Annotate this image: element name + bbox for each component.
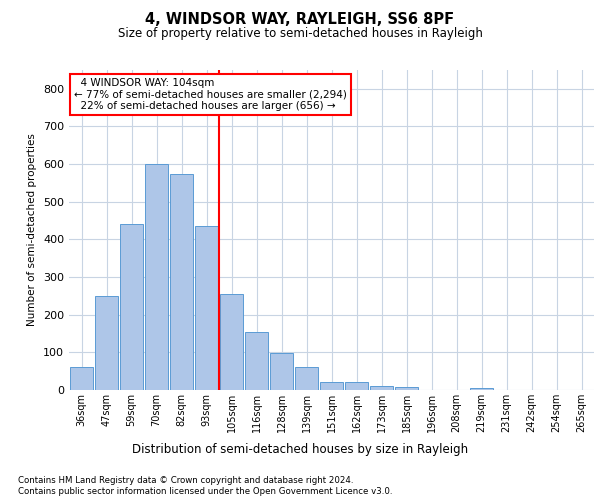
Bar bbox=[345, 382, 368, 390]
Text: 4 WINDSOR WAY: 104sqm
← 77% of semi-detached houses are smaller (2,294)
  22% of: 4 WINDSOR WAY: 104sqm ← 77% of semi-deta… bbox=[74, 78, 347, 111]
Bar bbox=[220, 294, 243, 390]
Text: Distribution of semi-detached houses by size in Rayleigh: Distribution of semi-detached houses by … bbox=[132, 442, 468, 456]
Text: 4, WINDSOR WAY, RAYLEIGH, SS6 8PF: 4, WINDSOR WAY, RAYLEIGH, SS6 8PF bbox=[145, 12, 455, 28]
Text: Size of property relative to semi-detached houses in Rayleigh: Size of property relative to semi-detach… bbox=[118, 28, 482, 40]
Bar bbox=[70, 368, 93, 390]
Bar bbox=[170, 174, 193, 390]
Bar bbox=[120, 224, 143, 390]
Bar bbox=[470, 388, 493, 390]
Y-axis label: Number of semi-detached properties: Number of semi-detached properties bbox=[28, 134, 37, 326]
Bar bbox=[320, 382, 343, 390]
Text: Contains HM Land Registry data © Crown copyright and database right 2024.: Contains HM Land Registry data © Crown c… bbox=[18, 476, 353, 485]
Bar bbox=[370, 386, 393, 390]
Bar bbox=[145, 164, 168, 390]
Bar bbox=[295, 368, 318, 390]
Text: Contains public sector information licensed under the Open Government Licence v3: Contains public sector information licen… bbox=[18, 488, 392, 496]
Bar bbox=[95, 296, 118, 390]
Bar bbox=[270, 354, 293, 390]
Bar bbox=[395, 387, 418, 390]
Bar bbox=[195, 226, 218, 390]
Bar bbox=[245, 332, 268, 390]
